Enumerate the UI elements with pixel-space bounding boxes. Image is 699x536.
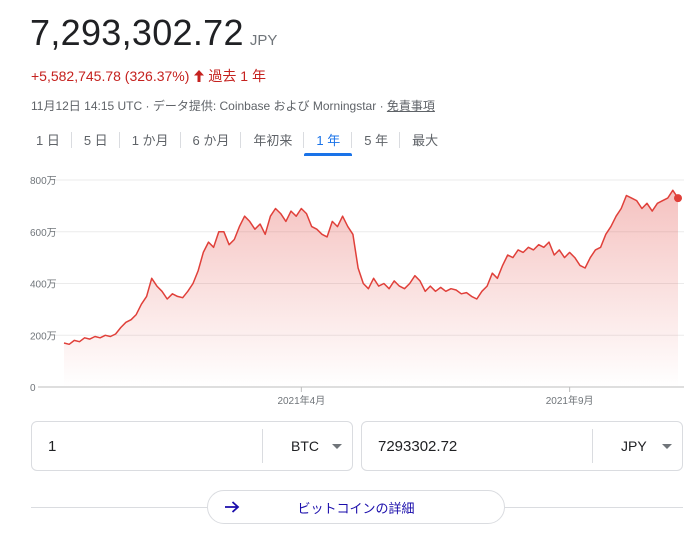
data-provider: · データ提供: Coinbase および Morningstar · xyxy=(142,99,387,113)
arrow-up-icon xyxy=(194,70,205,82)
tab-1d[interactable]: 1 日 xyxy=(24,124,72,156)
x-tick-label: 2021年4月 xyxy=(277,394,325,407)
tab-6m[interactable]: 6 か月 xyxy=(181,124,242,156)
price-change-row: +5,582,745.78 (326.37%) 過去 1 年 xyxy=(31,66,266,86)
tab-max[interactable]: 最大 xyxy=(412,133,439,148)
bitcoin-details-button[interactable]: ビットコインの詳細 xyxy=(207,490,505,524)
crypto-amount-input[interactable]: 1 xyxy=(48,437,57,455)
details-button-label: ビットコインの詳細 xyxy=(297,500,415,516)
latest-price-dot xyxy=(674,194,682,203)
tab-5y[interactable]: 5 年 xyxy=(352,124,400,156)
price-chart[interactable]: 800万 600万 400万 200万 0 2021年4月 2021年9月 xyxy=(0,168,699,408)
tab-1m[interactable]: 1 か月 xyxy=(120,124,181,156)
tab-5d[interactable]: 5 日 xyxy=(72,124,120,156)
price-header: 7,293,302.72 JPY xyxy=(30,12,277,54)
y-tick-label: 400万 xyxy=(30,280,57,291)
price-area xyxy=(64,190,678,387)
disclaimer-link[interactable]: 免責事項 xyxy=(386,99,435,113)
crypto-unit-label: BTC xyxy=(291,438,319,454)
y-tick-label: 800万 xyxy=(30,176,57,187)
tab-1y[interactable]: 1 年 xyxy=(304,124,353,156)
fiat-unit-select[interactable]: JPY xyxy=(592,429,682,463)
y-tick-label: 600万 xyxy=(30,228,57,239)
price-currency: JPY xyxy=(249,32,278,49)
x-tick-label: 2021年9月 xyxy=(546,394,594,407)
fiat-amount-box: 7293302.72 JPY xyxy=(361,421,683,471)
y-tick-label: 0 xyxy=(30,383,36,394)
timestamp: 11月12日 14:15 UTC xyxy=(31,99,143,113)
time-range-tabs: 1 日 5 日 1 か月 6 か月 年初来 1 年 5 年 最大 xyxy=(24,124,450,156)
crypto-amount-box: 1 BTC xyxy=(31,421,353,471)
tab-ytd[interactable]: 年初来 xyxy=(241,124,305,156)
fiat-unit-label: JPY xyxy=(621,438,647,454)
dropdown-caret-icon xyxy=(662,443,672,449)
data-attribution: 11月12日 14:15 UTC · データ提供: Coinbase および M… xyxy=(31,97,435,114)
current-price: 7,293,302.72 xyxy=(30,12,244,53)
change-period: 過去 1 年 xyxy=(208,68,266,84)
fiat-amount-input[interactable]: 7293302.72 xyxy=(378,437,458,455)
price-change: +5,582,745.78 (326.37%) xyxy=(31,68,190,84)
crypto-unit-select[interactable]: BTC xyxy=(262,429,352,463)
price-line xyxy=(63,189,679,346)
y-tick-label: 200万 xyxy=(30,331,57,342)
arrow-right-icon xyxy=(225,501,240,513)
dropdown-caret-icon xyxy=(332,443,342,449)
